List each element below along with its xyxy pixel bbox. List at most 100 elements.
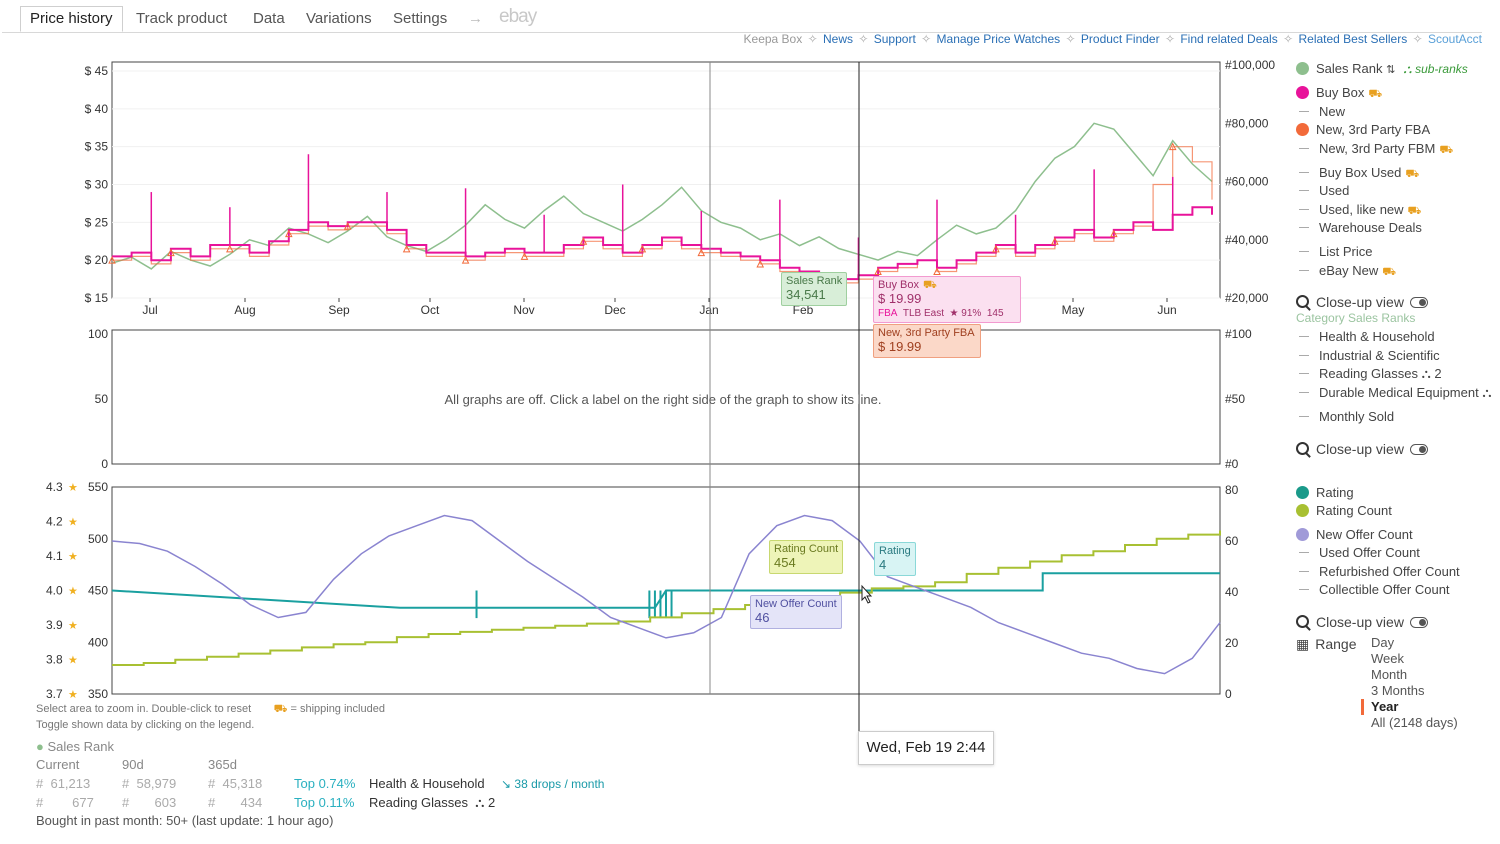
fba-marker xyxy=(343,221,352,230)
legend-used-offer-count[interactable]: Used Offer Count xyxy=(1296,544,1420,562)
date-tooltip: Wed, Feb 19 2:44 xyxy=(858,731,994,765)
price-chart[interactable]: $ 45 $ 40 $ 35 $ 30 $ 25 $ 20 $ 15 #100,000 #80,… xyxy=(85,58,1276,317)
tooltip-label: New Offer Count xyxy=(755,598,837,610)
legend-label: sub-ranks xyxy=(1415,62,1468,76)
legend-label: Rating xyxy=(1316,485,1354,500)
legend-reading-glasses[interactable]: Reading Glasses ⛬ 2 xyxy=(1296,365,1442,383)
legend-dash xyxy=(1299,392,1309,393)
legend-label: Used xyxy=(1319,183,1350,198)
truck-icon: ⛟ xyxy=(1407,205,1422,217)
star-icon: ★ xyxy=(68,689,78,701)
y-right-tick-label: #20,000 xyxy=(1225,291,1269,305)
legend-collectible-offer-count[interactable]: Collectible Offer Count xyxy=(1296,581,1450,599)
ebay-link[interactable]: ebay xyxy=(499,6,537,27)
range-option[interactable]: 3 Months xyxy=(1371,683,1425,698)
sub-ranks-link[interactable]: ⛬ sub-ranks xyxy=(1403,62,1468,76)
range-option[interactable]: Month xyxy=(1371,667,1408,682)
legend-list-price[interactable]: List Price xyxy=(1296,243,1372,261)
category-rank-chart[interactable]: 100 50 0 #100 #50 #0 xyxy=(88,327,1252,471)
tab-price-history[interactable]: Price history xyxy=(20,6,123,32)
hierarchy-icon: ⛬ xyxy=(1421,366,1431,381)
manage-price-watches-link[interactable]: Manage Price Watches xyxy=(936,32,1061,46)
x-tick-label: May xyxy=(1062,303,1085,317)
fba-marker xyxy=(638,244,647,253)
legend-new-fba[interactable]: New, 3rd Party FBA xyxy=(1296,121,1430,139)
legend-rating-item[interactable]: Rating xyxy=(1296,484,1354,502)
rank-90d: # 603 xyxy=(122,795,176,810)
x-tick-label: Aug xyxy=(234,303,255,317)
legend-label: Rating Count xyxy=(1316,503,1392,518)
toggle-icon[interactable] xyxy=(1409,297,1428,308)
tab-settings[interactable]: Settings xyxy=(393,10,448,27)
tab-variations[interactable]: Variations xyxy=(306,10,372,27)
separator-icon: ✧ xyxy=(1283,32,1294,46)
truck-icon: ⛟ xyxy=(1439,144,1454,156)
legend-rating-count[interactable]: Rating Count xyxy=(1296,502,1392,520)
drops-per-month[interactable]: ↘ 38 drops / month xyxy=(501,777,604,791)
legend-new-offer-count[interactable]: New Offer Count xyxy=(1296,526,1413,544)
support-link[interactable]: Support xyxy=(873,32,916,46)
keepa-box-link[interactable]: Keepa Box xyxy=(743,32,803,46)
hash-icon: # xyxy=(208,795,216,810)
range-option[interactable]: Day xyxy=(1371,635,1395,650)
tab-data[interactable]: Data xyxy=(253,10,285,27)
y-right-tick-label: #40,000 xyxy=(1225,233,1269,247)
legend-used[interactable]: Used xyxy=(1296,182,1349,200)
cursor-icon xyxy=(861,584,873,604)
sort-icon: ⇅ xyxy=(1386,64,1396,76)
y-right-tick-label: 0 xyxy=(1225,687,1232,701)
close-up-toggle[interactable]: Close-up view xyxy=(1296,440,1428,458)
legend-label: New, 3rd Party FBA xyxy=(1316,122,1431,137)
sales-rank-tooltip: Sales Rank 34,541 xyxy=(781,272,848,306)
news-link[interactable]: News xyxy=(822,32,853,46)
close-up-toggle[interactable]: Close-up view xyxy=(1296,613,1428,631)
product-finder-link[interactable]: Product Finder xyxy=(1080,32,1160,46)
legend-monthly-sold[interactable]: Monthly Sold xyxy=(1296,408,1394,426)
legend-dash xyxy=(1299,355,1309,356)
legend-industrial[interactable]: Industrial & Scientific xyxy=(1296,347,1440,365)
sales-rank-title: ● Sales Rank xyxy=(36,739,114,754)
legend-buy-box[interactable]: Buy Box ⛟ xyxy=(1296,84,1382,102)
legend-used-like-new[interactable]: Used, like new ⛟ xyxy=(1296,201,1421,219)
legend-durable-medical[interactable]: Durable Medical Equipment ⛬ xyxy=(1296,384,1491,402)
range-option[interactable]: Year xyxy=(1361,699,1398,715)
zoom-note: Select area to zoom in. Double-click to … xyxy=(36,703,385,717)
tooltip-value: 46 xyxy=(755,610,770,625)
x-tick-label: Sep xyxy=(328,303,350,317)
fba-marker xyxy=(167,248,175,257)
subcat-count: 2 xyxy=(487,795,496,810)
tooltip-label: New, 3rd Party FBA xyxy=(878,327,975,339)
legend-sales-rank[interactable]: Sales Rank ⇅ ⛬ sub-ranks xyxy=(1296,60,1468,78)
tab-track-product[interactable]: Track product xyxy=(136,10,228,27)
y-right-tick-label: 60 xyxy=(1225,534,1239,548)
find-related-deals-link[interactable]: Find related Deals xyxy=(1180,32,1278,46)
toggle-icon[interactable] xyxy=(1409,617,1428,628)
hash-icon: # xyxy=(122,776,130,791)
close-up-toggle[interactable]: Close-up view xyxy=(1296,293,1428,311)
x-tick-label: Jul xyxy=(142,303,157,317)
related-best-sellers-link[interactable]: Related Best Sellers xyxy=(1298,32,1408,46)
x-tick-label: Jun xyxy=(1157,303,1176,317)
scoutacct-link[interactable]: ScoutAcct xyxy=(1427,32,1482,46)
legend-new-fbm[interactable]: New, 3rd Party FBM ⛟ xyxy=(1296,140,1453,158)
separator-icon: ✧ xyxy=(1412,32,1423,46)
rating-offer-chart[interactable]: 4.3 ★4.2 ★4.1 ★4.0 ★3.9 ★3.8 ★3.7 ★550500450400… xyxy=(46,480,1239,701)
buy-box-line xyxy=(112,206,1213,281)
legend-health[interactable]: Health & Household xyxy=(1296,328,1435,346)
fba-marker xyxy=(579,237,588,245)
x-tick-label: Oct xyxy=(421,303,440,317)
drops-text: 38 drops / month xyxy=(514,777,605,791)
truck-icon: ⛟ xyxy=(922,279,937,291)
range-option[interactable]: Week xyxy=(1371,651,1404,666)
legend-buy-box-used[interactable]: Buy Box Used ⛟ xyxy=(1296,164,1419,182)
legend-warehouse[interactable]: Warehouse Deals xyxy=(1296,219,1422,237)
toggle-icon[interactable] xyxy=(1409,444,1428,455)
legend-ebay-new[interactable]: eBay New ⛟ xyxy=(1296,262,1396,280)
legend-dash xyxy=(1299,172,1309,173)
legend-refurbished-offer-count[interactable]: Refurbished Offer Count xyxy=(1296,563,1460,581)
legend-new[interactable]: New xyxy=(1296,103,1345,121)
separator-icon: ✧ xyxy=(1164,32,1175,46)
fba-marker xyxy=(284,229,293,238)
range-option[interactable]: All (2148 days) xyxy=(1371,715,1458,730)
